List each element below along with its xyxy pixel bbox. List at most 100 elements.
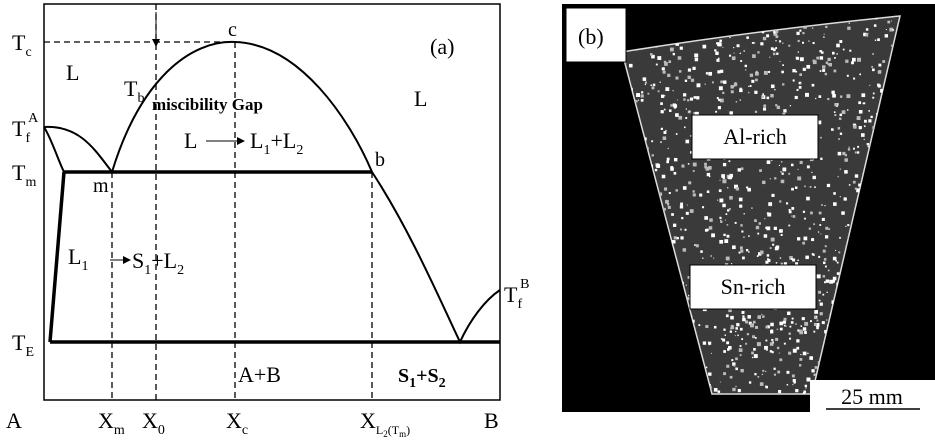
speckle (822, 294, 824, 296)
speckle (668, 148, 669, 149)
speckle (750, 74, 753, 77)
speckle (771, 238, 775, 242)
speckle (665, 130, 666, 131)
speckle (857, 146, 859, 148)
speckle (789, 326, 791, 328)
speckle (763, 108, 766, 111)
speckle (693, 193, 696, 196)
speckle (823, 275, 825, 277)
speckle (799, 86, 802, 89)
sub: 1 (81, 259, 88, 274)
speckle (705, 84, 706, 85)
speckle (791, 164, 794, 167)
speckle (804, 331, 807, 334)
speckle (667, 158, 670, 161)
speckle (692, 67, 695, 70)
speckle (757, 342, 761, 346)
speckle (664, 131, 667, 134)
speckle (680, 229, 682, 231)
speckle (859, 126, 862, 129)
speckle (834, 70, 837, 73)
speckle (729, 37, 730, 38)
speckle (720, 99, 724, 103)
speckle (785, 326, 786, 327)
speckle (839, 237, 841, 239)
speckle (877, 38, 880, 41)
speckle (791, 207, 794, 210)
speckle (726, 257, 730, 261)
speckle (688, 76, 691, 79)
speckle (797, 176, 801, 180)
speckle (855, 151, 857, 153)
speckle (723, 329, 725, 331)
speckle (702, 257, 704, 259)
speckle (791, 188, 794, 191)
speckle (764, 234, 767, 237)
speckle (698, 324, 700, 326)
speckle (827, 98, 829, 100)
speckle (885, 34, 888, 37)
speckle (796, 57, 799, 60)
speckle (679, 70, 682, 73)
speckle (864, 120, 867, 123)
speckle (774, 227, 777, 230)
speckle (706, 72, 708, 74)
speckle (688, 295, 689, 296)
speckle (838, 138, 839, 139)
speckle (863, 102, 865, 104)
region-s1s2: S1+S2 (398, 365, 446, 391)
speckle (803, 211, 805, 213)
speckle (861, 93, 865, 97)
speckle (868, 110, 870, 112)
speckle (780, 171, 782, 173)
region-l1: L1 (68, 244, 88, 274)
speckle (800, 57, 804, 61)
speckle (747, 315, 750, 318)
speckle (838, 176, 839, 177)
speckle (833, 202, 837, 206)
sub: b (137, 91, 144, 106)
speckle (719, 217, 721, 219)
speckle (818, 256, 820, 258)
speckle (727, 348, 730, 351)
t: S (132, 248, 144, 273)
speckle (688, 181, 691, 184)
speckle (793, 349, 797, 353)
solidus-a (44, 127, 64, 172)
solvus (50, 172, 64, 342)
speckle (735, 335, 736, 336)
speckle (694, 244, 696, 246)
speckle (820, 70, 822, 72)
speckle (740, 328, 743, 331)
speckle (708, 72, 712, 76)
speckle (861, 112, 862, 113)
speckle (782, 83, 784, 85)
label-tc: Tc (12, 30, 32, 60)
speckle (835, 260, 837, 262)
speckle (657, 56, 661, 60)
speckle (808, 40, 809, 41)
speckle (731, 90, 734, 93)
speckle (848, 147, 849, 148)
t: X (360, 408, 376, 433)
speckle (772, 351, 774, 353)
speckle (748, 92, 749, 93)
speckle (872, 53, 874, 55)
speckle (693, 190, 695, 192)
speckle (803, 68, 806, 71)
speckle (776, 246, 779, 249)
speckle (725, 334, 726, 335)
speckle (877, 84, 880, 87)
label-tfa: TfA (12, 111, 39, 146)
speckle (831, 91, 834, 94)
speckle (886, 29, 887, 30)
speckle (873, 93, 875, 95)
point-b: b (375, 149, 385, 171)
speckle (788, 225, 790, 227)
t: T (12, 330, 26, 355)
speckle (858, 101, 861, 104)
speckle (685, 117, 687, 119)
speckle (839, 114, 842, 117)
speckle (748, 235, 750, 237)
speckle (735, 222, 737, 224)
